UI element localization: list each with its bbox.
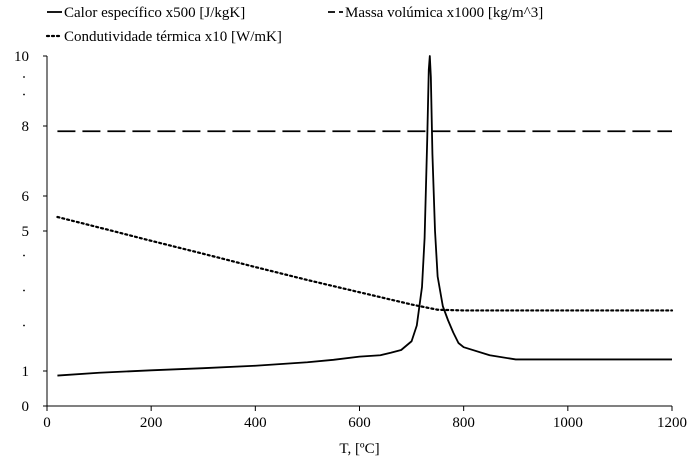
- x-tick-label: 0: [43, 415, 51, 431]
- y-tick-label: 1: [22, 364, 30, 380]
- y-axis-dot-mark: [23, 324, 25, 327]
- plot-area: [56, 55, 674, 377]
- legend-label-3: Condutividade térmica x10 [W/mK]: [64, 29, 282, 45]
- y-axis-dot-mark: [23, 76, 25, 78]
- y-tick-label: 0: [22, 399, 30, 415]
- x-tick-label: 1200: [657, 415, 687, 431]
- x-axis-label: T, [ºC]: [339, 441, 379, 457]
- series-line-3: [56, 215, 674, 312]
- legend-label-1: Calor específico x500 [J/kgK]: [64, 5, 245, 21]
- y-axis-dot-mark: [23, 289, 25, 292]
- y-tick-label: 10: [14, 49, 29, 65]
- y-axis-dot-mark: [23, 93, 25, 96]
- legend: Calor específico x500 [J/kgK] Massa volúm…: [45, 5, 543, 45]
- y-tick-label: 5: [22, 224, 30, 240]
- y-axis-dot-mark: [23, 254, 25, 257]
- y-tick-label: 6: [22, 189, 30, 205]
- x-tick-label: 200: [140, 415, 163, 431]
- x-tick-label: 800: [452, 415, 475, 431]
- x-tick-label: 1000: [553, 415, 583, 431]
- y-tick-label: 8: [22, 119, 30, 135]
- x-tick-label: 600: [348, 415, 371, 431]
- series-line-1: [57, 55, 672, 377]
- x-tick-label: 400: [244, 415, 267, 431]
- axes: 0 200 400 600 800 1000 1200 0 1 5 6 8 10: [14, 49, 687, 431]
- legend-label-2: Massa volúmica x1000 [kg/m^3]: [345, 5, 543, 21]
